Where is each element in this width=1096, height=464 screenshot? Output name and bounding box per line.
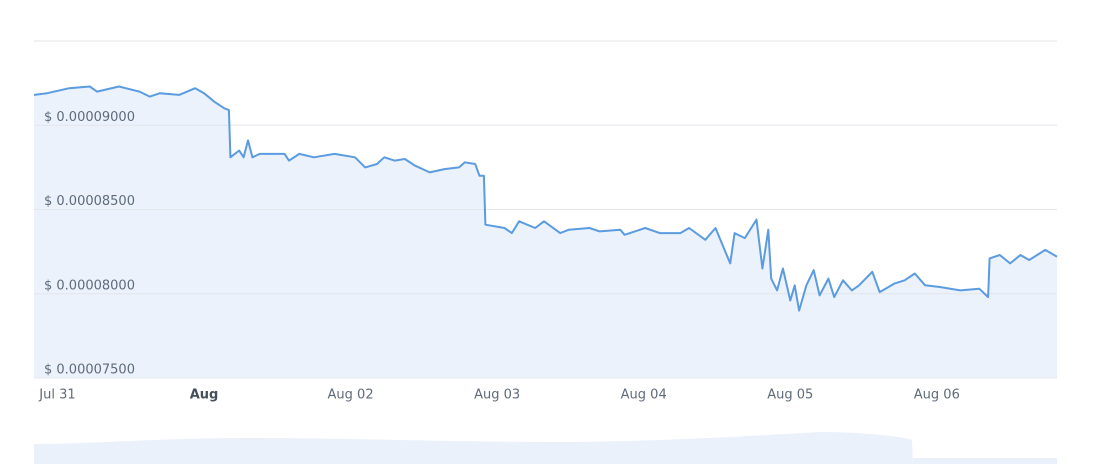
- x-tick-label: Aug 02: [328, 388, 374, 403]
- y-tick-label: $ 0.00008500: [44, 194, 135, 209]
- x-tick-label: Aug 03: [474, 388, 520, 403]
- navigator: [34, 432, 913, 464]
- y-tick-label: $ 0.00008000: [44, 278, 135, 293]
- price-line: [33, 85, 1058, 312]
- y-tick-label: $ 0.00007500: [44, 363, 135, 378]
- navigator-tail: [913, 458, 1057, 464]
- x-tick-label: Aug 06: [914, 388, 960, 403]
- area: [34, 86, 1057, 378]
- x-tick-label: Jul 31: [38, 388, 75, 403]
- x-tick-label: Aug: [190, 388, 219, 403]
- x-tick-label: Aug 04: [621, 388, 667, 403]
- y-tick-label: $ 0.00009000: [44, 110, 135, 125]
- x-tick-label: Aug 05: [767, 388, 813, 403]
